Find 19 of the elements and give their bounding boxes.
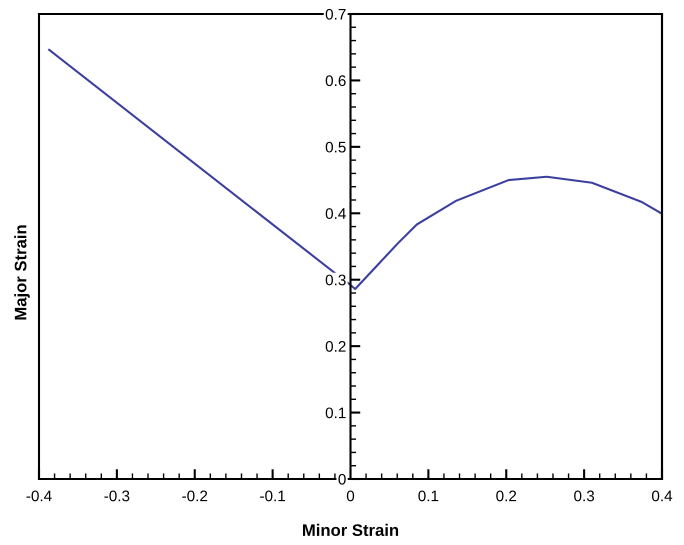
x-tick-label: 0.3: [574, 490, 594, 502]
x-tick-label: 0.2: [496, 490, 516, 502]
x-tick-label: -0.4: [26, 490, 52, 502]
y-tick-label: 0.7: [326, 8, 346, 20]
x-tick-label: 0: [346, 490, 354, 502]
x-tick-label: -0.1: [260, 490, 286, 502]
y-axis-title: Major Strain: [14, 225, 30, 320]
x-tick-label: 0.4: [652, 490, 672, 502]
y-tick-label: 0.5: [326, 142, 346, 153]
y-tick-label: 0.3: [326, 274, 346, 286]
y-tick-label: 0.1: [326, 407, 346, 418]
y-tick-label: 0.2: [326, 341, 346, 352]
x-axis-title: Minor Strain: [303, 524, 398, 536]
x-tick-label: -0.3: [104, 490, 130, 502]
y-tick-label: 0.6: [326, 75, 346, 86]
x-tick-label: -0.2: [182, 490, 208, 502]
y-tick-label: 0: [338, 474, 346, 485]
x-tick-label: 0.1: [418, 490, 438, 502]
y-tick-label: 0.4: [326, 208, 346, 219]
